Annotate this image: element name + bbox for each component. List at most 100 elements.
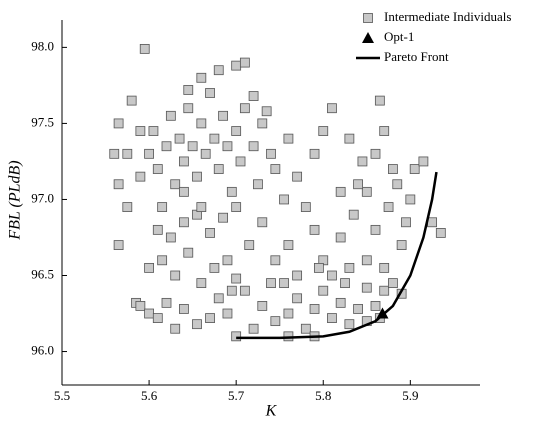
individual-point <box>170 270 181 281</box>
individual-point <box>179 304 189 314</box>
individual-point <box>257 217 268 228</box>
individual-point <box>348 209 359 220</box>
individual-point <box>396 240 407 250</box>
legend-label: Opt-1 <box>384 29 414 44</box>
x-tick-label: 5.9 <box>402 388 418 403</box>
individual-point <box>152 164 163 174</box>
individual-point <box>122 148 133 159</box>
individual-point <box>152 224 163 235</box>
individual-point <box>335 297 346 308</box>
individual-point <box>344 262 355 273</box>
individual-point <box>135 171 146 182</box>
individual-point <box>218 110 229 121</box>
individual-point <box>379 126 390 136</box>
individual-point <box>357 156 368 167</box>
individual-point <box>165 110 176 121</box>
individual-point <box>183 247 194 258</box>
individual-point <box>383 202 394 212</box>
individual-point <box>388 164 398 174</box>
individual-point <box>187 141 198 152</box>
individual-point <box>213 293 224 304</box>
individual-point <box>374 95 385 106</box>
individual-point <box>361 282 372 293</box>
individual-point <box>309 224 320 235</box>
x-axis-label: K <box>265 403 278 420</box>
individual-point <box>327 313 337 323</box>
x-tick-label: 5.8 <box>315 388 331 403</box>
legend-marker <box>363 13 373 23</box>
individual-point <box>283 308 294 319</box>
individual-point <box>231 331 242 342</box>
individual-point <box>248 141 259 152</box>
individual-point <box>109 148 120 159</box>
individual-point <box>213 65 224 76</box>
individual-point <box>379 285 390 296</box>
individual-point <box>183 103 194 114</box>
individual-point <box>327 270 337 281</box>
individual-point <box>144 262 154 273</box>
individual-point <box>231 60 242 71</box>
legend-label: Pareto Front <box>384 49 449 64</box>
individual-point <box>144 308 154 319</box>
individual-point <box>170 323 181 334</box>
individual-point <box>361 186 372 197</box>
individual-point <box>327 103 337 114</box>
individual-point <box>401 217 411 228</box>
individual-point <box>222 308 233 319</box>
individual-point <box>192 319 202 330</box>
individual-point <box>370 148 381 159</box>
individual-point <box>239 57 250 68</box>
individual-point <box>292 171 303 182</box>
individual-point <box>226 186 237 197</box>
individual-point <box>248 91 259 101</box>
legend-marker <box>362 32 374 43</box>
individual-point <box>183 85 194 95</box>
individual-point <box>435 228 446 238</box>
individual-point <box>231 273 242 284</box>
y-tick-label: 96.5 <box>31 266 54 281</box>
individual-point <box>196 278 207 289</box>
individual-point <box>179 156 189 167</box>
individual-point <box>157 255 168 266</box>
x-tick-label: 5.5 <box>54 388 70 403</box>
individual-point <box>379 262 390 273</box>
legend-label: Intermediate Individuals <box>384 9 511 24</box>
x-tick-label: 5.7 <box>228 388 245 403</box>
individual-point <box>318 126 329 136</box>
individual-point <box>205 228 215 238</box>
individual-point <box>344 319 355 330</box>
y-tick-label: 97.0 <box>31 190 54 205</box>
individual-point <box>270 164 281 174</box>
individual-point <box>300 202 311 212</box>
individual-point <box>279 194 289 205</box>
individual-point <box>231 202 242 212</box>
individual-point <box>266 278 276 289</box>
individual-point <box>192 171 202 182</box>
individual-point <box>292 293 303 304</box>
individual-point <box>209 262 220 273</box>
individual-point <box>300 323 311 334</box>
individual-point <box>370 301 381 311</box>
y-axis-label: FBL (PLdB) <box>7 160 24 240</box>
individual-point <box>361 255 372 266</box>
individual-point <box>392 179 403 190</box>
individual-point <box>196 118 207 129</box>
individual-point <box>418 156 429 167</box>
individual-point <box>313 262 324 273</box>
individual-point <box>113 179 124 190</box>
individual-point <box>122 202 133 212</box>
individual-point <box>113 240 124 250</box>
individual-point <box>231 126 242 136</box>
individual-point <box>179 217 189 228</box>
individual-point <box>196 202 207 212</box>
individual-point <box>135 301 146 311</box>
individual-point <box>213 164 224 174</box>
y-tick-label: 98.0 <box>31 38 54 53</box>
individual-point <box>135 126 146 136</box>
individual-point <box>335 232 346 243</box>
individual-point <box>148 126 159 136</box>
individual-point <box>409 164 420 174</box>
individual-point <box>370 224 381 235</box>
